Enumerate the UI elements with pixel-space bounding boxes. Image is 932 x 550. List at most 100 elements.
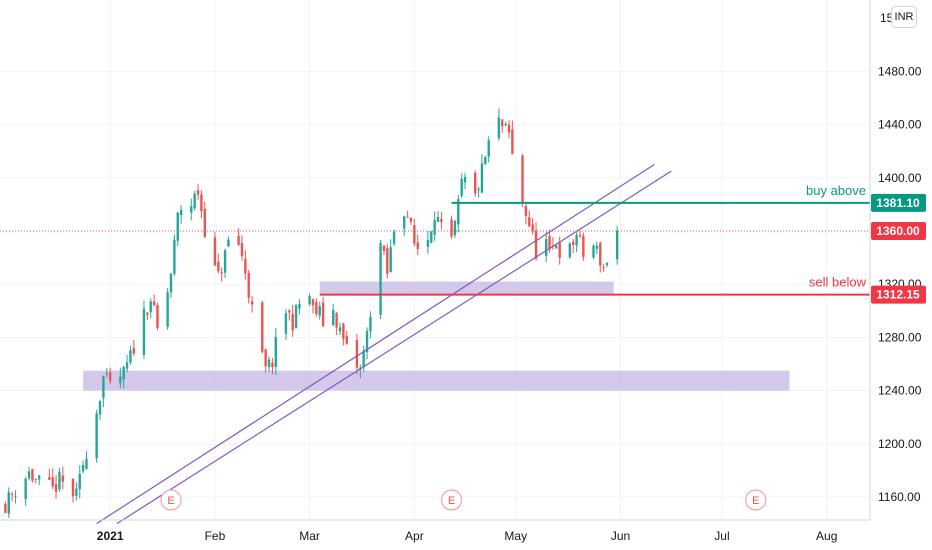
candle-body xyxy=(264,349,267,367)
price-badge-label: 1381.10 xyxy=(876,196,920,210)
candle-body xyxy=(480,163,484,193)
candle-body xyxy=(261,302,264,352)
candle-body xyxy=(450,219,453,237)
candle-body xyxy=(555,245,558,249)
candle-body xyxy=(7,492,10,514)
price-badge-label: 1312.15 xyxy=(876,288,920,302)
support-zones xyxy=(83,281,790,391)
earnings-marker-label: E xyxy=(752,495,759,507)
candle-body xyxy=(403,216,406,229)
candle-body xyxy=(166,292,169,327)
price-axis-bg xyxy=(870,0,932,550)
price-tick-label: 1240.00 xyxy=(878,384,922,398)
candle-body xyxy=(196,190,200,195)
support-zone xyxy=(319,281,614,294)
candle-body xyxy=(416,242,419,250)
candle-body xyxy=(78,473,81,490)
candle-body xyxy=(31,468,34,481)
currency-button[interactable]: INR xyxy=(891,6,917,28)
candle-body xyxy=(105,373,108,375)
candle-body xyxy=(298,304,301,309)
candle-body xyxy=(98,401,102,415)
candle-body xyxy=(386,248,389,274)
candle-body xyxy=(507,124,511,133)
candlestick-series xyxy=(4,108,619,519)
candle-body xyxy=(369,317,372,332)
candle-body xyxy=(271,362,274,368)
candle-body xyxy=(504,123,507,125)
earnings-marker-label: E xyxy=(167,495,174,507)
candle-body xyxy=(102,376,105,398)
candle-body xyxy=(531,224,534,231)
price-badge-label: 1360.00 xyxy=(876,224,920,238)
price-badge xyxy=(871,193,926,212)
candle-body xyxy=(27,471,31,479)
time-tick-label: Mar xyxy=(299,529,320,543)
candle-body xyxy=(152,301,156,306)
candle-body xyxy=(521,155,524,204)
candle-body xyxy=(592,245,595,258)
candle-body xyxy=(568,243,572,258)
price-tick-label: 1440.00 xyxy=(878,118,922,132)
candle-body xyxy=(572,241,575,245)
candle-body xyxy=(34,478,37,480)
candle-body xyxy=(440,219,443,222)
candle-body xyxy=(156,305,159,328)
candle-body xyxy=(524,206,528,217)
candle-body xyxy=(58,471,61,490)
candle-body xyxy=(37,475,41,480)
candle-body xyxy=(413,225,416,244)
earnings-marker xyxy=(745,489,767,511)
candle-body xyxy=(392,231,396,244)
candle-body xyxy=(125,362,129,369)
candle-body xyxy=(528,217,531,227)
candle-body xyxy=(511,129,514,155)
candle-body xyxy=(548,235,551,250)
candle-body xyxy=(250,301,254,305)
price-tick-label: 1480.00 xyxy=(878,64,922,78)
candle-body xyxy=(389,247,392,272)
candle-body xyxy=(247,272,250,298)
candle-body xyxy=(595,245,599,249)
candle-body xyxy=(463,176,467,183)
candle-body xyxy=(203,208,206,238)
candle-body xyxy=(558,242,561,258)
candle-body xyxy=(190,206,193,213)
candle-body xyxy=(179,209,183,216)
candle-body xyxy=(95,413,98,459)
trend-channel-line xyxy=(116,170,672,525)
candle-body xyxy=(274,337,277,367)
support-zone xyxy=(83,370,790,391)
candle-body xyxy=(365,331,369,353)
candle-body xyxy=(142,308,146,355)
candle-body xyxy=(497,117,501,139)
time-tick-label: Apr xyxy=(405,529,424,543)
candle-body xyxy=(85,458,88,469)
candle-body xyxy=(474,172,477,194)
level-annotation: sell below xyxy=(809,275,867,290)
time-tick-label: Jun xyxy=(611,529,630,543)
candle-body xyxy=(267,359,271,368)
candle-body xyxy=(14,495,17,497)
price-tick-label: 1200.00 xyxy=(878,437,922,451)
chart-overlays: buy above sell below E E E xyxy=(0,163,870,525)
candle-body xyxy=(149,301,152,313)
price-badge xyxy=(871,285,926,304)
level-annotation: buy above xyxy=(806,183,866,198)
earnings-marker xyxy=(440,489,463,511)
candle-body xyxy=(602,267,605,269)
candle-body xyxy=(578,235,582,237)
time-tick-label: 2021 xyxy=(97,529,124,543)
price-tick-label-partial: 15 xyxy=(880,11,894,25)
candle-body xyxy=(108,372,112,382)
candle-body xyxy=(54,483,58,492)
candle-body xyxy=(362,350,365,368)
candle-body xyxy=(24,478,27,500)
candle-body xyxy=(311,299,315,306)
candle-body xyxy=(75,488,78,496)
candle-body xyxy=(382,245,386,251)
candle-body xyxy=(200,194,203,212)
candle-body xyxy=(453,220,457,236)
